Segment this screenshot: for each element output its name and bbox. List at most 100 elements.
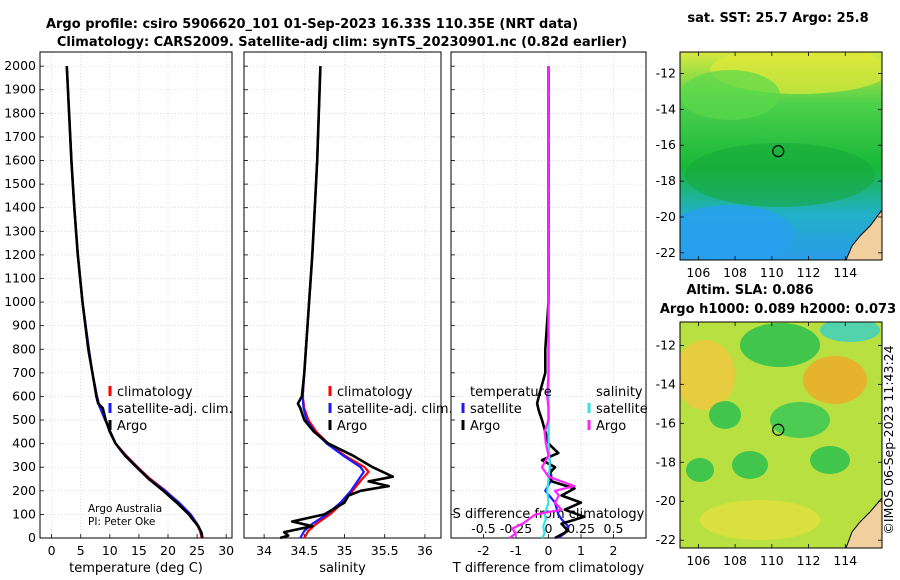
- y-tick-label: 1000: [4, 294, 36, 309]
- salinity-panel: 34 34.5 35 35.5 36 salinity climatology satelli…: [243, 51, 453, 576]
- x-tick-label: 34.5: [290, 543, 318, 558]
- x-axis-label: temperature (deg C): [69, 561, 203, 576]
- map-y-tick-label: -14: [656, 376, 676, 391]
- map-x-tick-label: 112: [797, 265, 821, 280]
- map-y-tick-label: -18: [656, 454, 676, 469]
- axes-frame: [243, 51, 442, 539]
- sla-green-2: [709, 401, 741, 429]
- legend-label: Argo: [470, 419, 500, 434]
- x-tick-label: 25: [189, 543, 205, 558]
- sla-green-3: [770, 402, 830, 438]
- legend-label: satellite-adj. clim.: [117, 402, 233, 417]
- x-tick-label: -1: [510, 543, 522, 558]
- legend-title-salinity: salinity: [596, 385, 643, 400]
- legend-label: climatology: [337, 385, 413, 400]
- sla-green-5: [732, 451, 768, 479]
- y-tick-label: 1200: [4, 247, 36, 262]
- y-tick-label: 700: [12, 365, 36, 380]
- sla-warm-2: [803, 356, 867, 404]
- y-tick-label: 1100: [4, 270, 36, 285]
- y-tick-label: 600: [12, 388, 36, 403]
- map-x-tick-label: 112: [797, 553, 821, 568]
- y-tick-label: 300: [12, 459, 36, 474]
- credit-line-1: Argo Australia: [88, 503, 162, 515]
- s-tick-label: 0: [545, 521, 553, 536]
- map-y-tick-label: -16: [656, 415, 676, 430]
- map-y-tick-label: -12: [656, 66, 676, 81]
- x-tick-label: -2: [477, 543, 489, 558]
- sla-argo-marker: [772, 423, 785, 436]
- sla-map-title: Altim. SLA: 0.086: [687, 283, 814, 298]
- sla-yellow: [700, 500, 820, 540]
- legend-label: satellite: [470, 402, 522, 417]
- sla-map: Altim. SLA: 0.086 Argo h1000: 0.089 h200…: [656, 283, 897, 568]
- y-tick-label: 900: [12, 318, 36, 333]
- y-tick-label: 1800: [4, 105, 36, 120]
- sst-green-patch: [680, 70, 780, 120]
- timestamp: ©IMOS 06-Sep-2023 11:43:24: [881, 345, 896, 534]
- sst-land: [845, 209, 882, 260]
- map-y-tick-label: -20: [656, 493, 676, 508]
- y-tick-label: 400: [12, 436, 36, 451]
- temperature-panel: 0100200300400500600700800900100011001200…: [4, 51, 234, 576]
- legend-label: satellite: [596, 402, 648, 417]
- y-tick-label: 100: [12, 506, 36, 521]
- sla-map-frame: [679, 321, 883, 549]
- title-line-2: Climatology: CARS2009. Satellite-adj cli…: [57, 35, 627, 50]
- sla-green-1: [740, 323, 820, 367]
- x-tick-label: 36: [417, 543, 433, 558]
- y-tick-label: 200: [12, 483, 36, 498]
- y-tick-label: 0: [28, 530, 36, 545]
- legend-label: Argo: [596, 419, 626, 434]
- axes-frame: [450, 51, 647, 539]
- x-tick-label: 20: [160, 543, 176, 558]
- x-axis-label: T difference from climatology: [452, 561, 645, 576]
- y-tick-label: 1300: [4, 223, 36, 238]
- y-tick-label: 1900: [4, 82, 36, 97]
- series-line-argo: [279, 66, 395, 540]
- x-tick-label: 35.5: [371, 543, 399, 558]
- y-tick-label: 800: [12, 341, 36, 356]
- y-tick-label: 500: [12, 412, 36, 427]
- map-y-tick-label: -12: [656, 337, 676, 352]
- sla-warm-1: [680, 340, 735, 410]
- map-x-tick-label: 114: [833, 265, 857, 280]
- sla-cyan: [820, 322, 880, 342]
- sst-argo-marker: [772, 145, 785, 158]
- legend-title-temperature: temperature: [470, 385, 552, 400]
- title-line-1: Argo profile: csiro 5906620_101 01-Sep-2…: [46, 17, 578, 32]
- map-y-tick-label: -22: [656, 245, 676, 260]
- sla-green-6: [810, 446, 850, 474]
- map-y-tick-label: -16: [656, 137, 676, 152]
- map-x-tick-label: 108: [723, 553, 747, 568]
- s-tick-label: -0.25: [500, 521, 532, 536]
- map-x-tick-label: 110: [760, 265, 784, 280]
- y-tick-label: 1400: [4, 200, 36, 215]
- y-tick-label: 1500: [4, 176, 36, 191]
- y-tick-label: 1700: [4, 129, 36, 144]
- sst-deep-green: [685, 143, 875, 207]
- map-x-tick-label: 108: [723, 265, 747, 280]
- s-tick-label: -0.5: [471, 521, 495, 536]
- x-tick-label: 0: [545, 543, 553, 558]
- y-tick-label: 2000: [4, 58, 36, 73]
- axes-frame: [39, 51, 233, 539]
- credit-line-2: PI: Peter Oke: [88, 516, 155, 528]
- legend-label: Argo: [337, 419, 367, 434]
- sst-cool-patch: [680, 205, 795, 260]
- sla-green-4: [686, 458, 714, 482]
- x-tick-label: 1: [577, 543, 585, 558]
- x-axis-label-2: S difference from climatology: [453, 507, 645, 522]
- x-tick-label: 10: [102, 543, 118, 558]
- x-tick-label: 15: [131, 543, 147, 558]
- x-tick-label: 30: [218, 543, 234, 558]
- sst-map: sat. SST: 25.7 Argo: 25.8 106 108 110 112 11…: [656, 11, 883, 280]
- x-tick-label: 2: [610, 543, 618, 558]
- x-tick-label: 0: [48, 543, 56, 558]
- legend-label: climatology: [117, 385, 193, 400]
- legend-label: satellite-adj. clim.: [337, 402, 453, 417]
- x-tick-label: 34: [256, 543, 272, 558]
- legend-label: Argo: [117, 419, 147, 434]
- s-tick-label: 0.25: [567, 521, 595, 536]
